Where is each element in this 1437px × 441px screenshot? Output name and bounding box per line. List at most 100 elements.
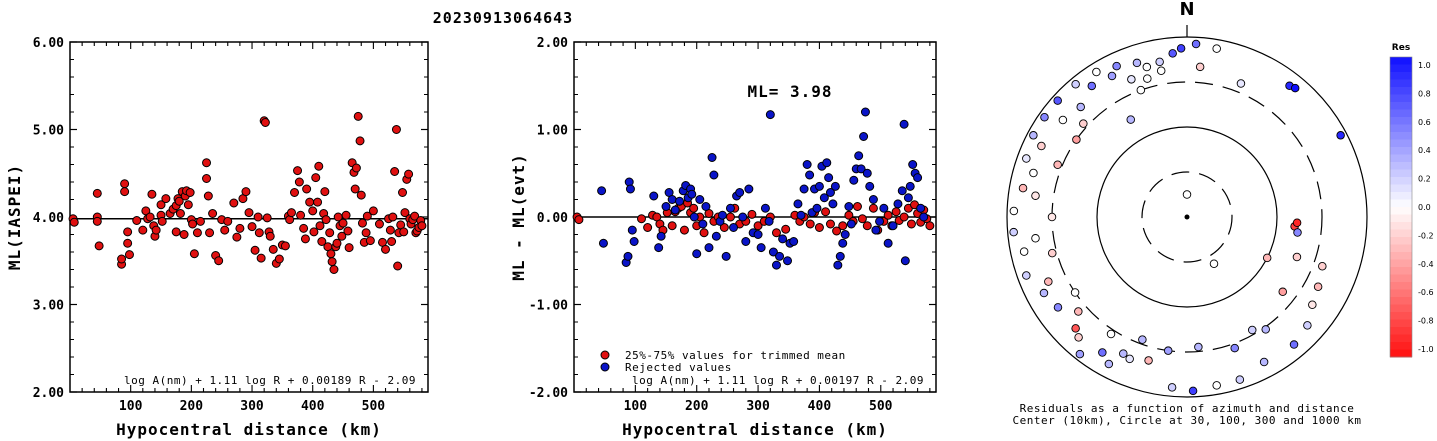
data-point	[741, 237, 751, 246]
data-point	[778, 234, 788, 244]
data-point	[824, 173, 834, 183]
data-point	[399, 227, 409, 237]
station-point	[1156, 66, 1166, 76]
colorbar-band	[1390, 147, 1412, 155]
data-point	[326, 249, 336, 259]
colorbar-tick-label: 1.0	[1418, 61, 1431, 70]
data-point	[865, 181, 875, 191]
station-point	[1236, 79, 1246, 88]
data-point	[725, 203, 735, 213]
data-point	[325, 228, 335, 238]
data-point	[805, 219, 815, 229]
data-point	[796, 210, 806, 220]
ring-30km	[1141, 171, 1233, 263]
station-point	[1009, 206, 1019, 216]
data-point	[675, 196, 685, 206]
colorbar-tick-label: -0.8	[1418, 317, 1434, 326]
data-point	[838, 238, 848, 248]
data-point	[760, 203, 770, 213]
colorbar-band	[1390, 312, 1412, 320]
data-point	[721, 251, 731, 261]
data-point	[353, 111, 363, 121]
station-point	[1009, 227, 1018, 237]
data-point	[709, 170, 719, 180]
data-point	[350, 184, 360, 194]
colorbar-tick-label: 0.6	[1418, 118, 1431, 127]
station-point	[1070, 288, 1080, 297]
station-point	[1076, 102, 1085, 112]
x-tick-label: 200	[685, 399, 709, 414]
data-point	[188, 219, 198, 229]
station-point	[1127, 75, 1136, 84]
data-point	[649, 191, 659, 201]
data-point	[253, 212, 263, 222]
data-point	[262, 213, 272, 223]
data-point	[860, 107, 870, 117]
data-point	[670, 205, 680, 215]
data-point	[391, 125, 401, 134]
x-tick-label: 100	[119, 399, 143, 414]
data-point	[689, 212, 699, 222]
data-point	[744, 184, 754, 194]
data-point	[661, 202, 671, 211]
colorbar-band	[1390, 154, 1412, 163]
data-point	[410, 211, 420, 221]
data-point	[883, 210, 893, 220]
colorbar-band	[1390, 274, 1412, 283]
data-point	[147, 189, 157, 199]
data-point	[897, 186, 907, 196]
data-point	[117, 254, 127, 264]
data-point	[299, 223, 309, 233]
colorbar-band	[1390, 244, 1412, 253]
data-point	[208, 209, 218, 218]
y-tick-label: 0.00	[537, 211, 568, 226]
data-point	[151, 225, 161, 235]
data-point	[315, 221, 325, 231]
data-point	[643, 223, 653, 232]
station-point	[1106, 329, 1116, 339]
data-point	[844, 210, 854, 220]
data-point	[311, 173, 321, 183]
data-point	[229, 198, 239, 208]
station-point	[1047, 212, 1057, 222]
colorbar-band	[1390, 289, 1412, 298]
data-point	[667, 195, 677, 204]
data-point	[597, 186, 607, 196]
station-point	[1022, 271, 1031, 280]
colorbar-band	[1390, 132, 1412, 140]
data-point	[883, 238, 893, 248]
data-point	[692, 249, 702, 259]
data-point	[838, 221, 848, 231]
data-point	[840, 230, 850, 239]
colorbar-tick-label: 0.4	[1418, 146, 1431, 155]
data-point	[719, 223, 729, 232]
data-point	[174, 196, 184, 206]
colorbar-band	[1390, 342, 1412, 350]
y-tick-label: 2.00	[33, 386, 64, 401]
data-point	[802, 160, 812, 169]
x-axis-label: Hypocentral distance (km)	[116, 420, 382, 439]
data-point	[368, 206, 378, 216]
station-point	[1079, 119, 1088, 128]
data-point	[844, 202, 854, 211]
station-point	[1136, 85, 1146, 95]
data-point	[302, 184, 312, 194]
data-point	[695, 195, 705, 204]
data-point	[859, 132, 869, 141]
station-point	[1087, 81, 1097, 91]
colorbar-band	[1390, 94, 1412, 103]
data-point	[916, 203, 926, 213]
data-point	[220, 225, 230, 235]
station-point	[1318, 262, 1327, 271]
data-point	[317, 237, 327, 246]
data-point	[351, 163, 361, 173]
colorbar-band	[1390, 229, 1412, 238]
station-point	[1155, 57, 1164, 67]
station-point	[1336, 131, 1345, 140]
data-point	[833, 260, 843, 270]
station-point	[1098, 348, 1107, 357]
colorbar-band	[1390, 184, 1412, 193]
data-point	[852, 202, 862, 211]
data-point	[214, 256, 224, 266]
station-point	[1163, 346, 1173, 355]
